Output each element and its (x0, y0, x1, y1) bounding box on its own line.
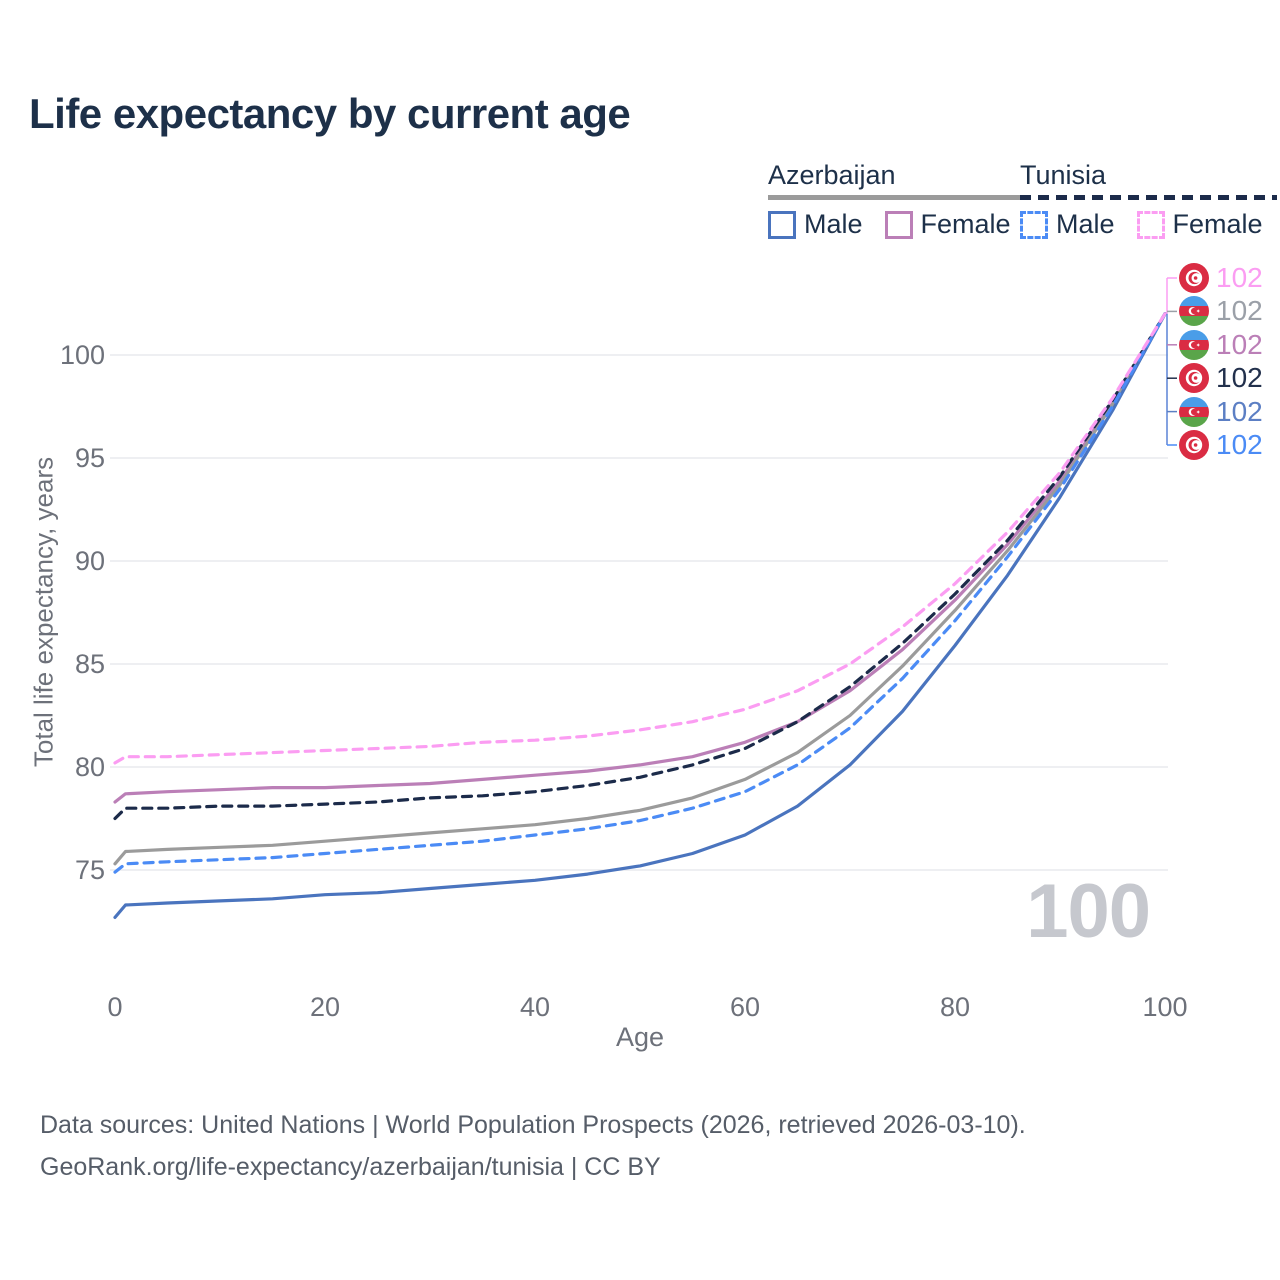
hover-age-watermark: 100 (1026, 869, 1151, 954)
tunisia-flag-icon (1179, 430, 1209, 460)
footer-attribution-link[interactable]: GeoRank.org/life-expectancy/azerbaijan/t… (40, 1153, 661, 1181)
series-line-tn_total[interactable] (113, 312, 1167, 821)
legend-label-tunisia-female[interactable]: Female (1172, 209, 1263, 239)
end-label-tn_male[interactable]: 102 (1179, 429, 1263, 461)
legend-swatch-tunisia-male[interactable] (1020, 210, 1048, 239)
tunisia-flag-icon (1179, 263, 1209, 293)
end-value-az_male: 102 (1216, 395, 1263, 427)
series-line-az_total[interactable] (113, 312, 1167, 866)
series-line-tn_male[interactable] (113, 312, 1167, 874)
legend-country-label-tunisia: Tunisia (1020, 160, 1107, 190)
end-value-tn_male: 102 (1216, 429, 1263, 460)
legend-label-azerbaijan-female[interactable]: Female (920, 209, 1011, 239)
azerbaijan-flag-icon (1179, 296, 1209, 327)
end-value-tn_total: 102 (1216, 362, 1263, 394)
x-tick-label-100: 100 (1142, 992, 1188, 1022)
end-label-az_female[interactable]: 102 (1179, 329, 1263, 361)
footer-data-sources: Data sources: United Nations | World Pop… (40, 1111, 1026, 1139)
y-tick-label-75: 75 (74, 855, 105, 885)
end-label-az_total[interactable]: 102 (1179, 295, 1263, 327)
y-tick-label-80: 80 (74, 752, 105, 782)
legend-swatch-azerbaijan-male[interactable] (768, 210, 796, 239)
end-label-az_male[interactable]: 102 (1179, 396, 1263, 428)
legend-label-azerbaijan-male[interactable]: Male (804, 209, 863, 239)
legend-label-tunisia-male[interactable]: Male (1056, 209, 1115, 239)
series-line-az_male[interactable] (113, 312, 1167, 920)
x-tick-label-80: 80 (939, 992, 971, 1022)
end-value-az_female: 102 (1216, 328, 1263, 360)
page-title: Life expectancy by current age (29, 90, 631, 137)
legend-group-tunisia: Tunisia Male Female (1020, 160, 1277, 240)
legend-header-azerbaijan[interactable]: Azerbaijan (768, 160, 1025, 200)
legend-group-azerbaijan: Azerbaijan Male Female (768, 160, 1025, 240)
y-axis-title: Total life expectancy, years (28, 456, 59, 768)
y-tick-label-100: 100 (59, 340, 105, 370)
legend-swatch-azerbaijan-female[interactable] (884, 210, 913, 239)
x-tick-label-0: 0 (107, 992, 123, 1022)
end-value-az_total: 102 (1216, 295, 1263, 327)
tunisia-line-style-sample (1020, 195, 1277, 200)
series-line-tn_female[interactable] (113, 312, 1167, 765)
end-value-tn_female: 102 (1216, 262, 1263, 293)
x-axis-title: Age (615, 1022, 665, 1052)
legend-swatch-tunisia-female[interactable] (1136, 210, 1165, 239)
legend-country-label-azerbaijan: Azerbaijan (768, 160, 896, 190)
y-tick-label-90: 90 (74, 546, 105, 576)
azerbaijan-flag-icon (1179, 396, 1209, 427)
tunisia-flag-icon (1179, 363, 1209, 394)
end-label-tn_female[interactable]: 102 (1179, 262, 1263, 294)
x-tick-label-60: 60 (729, 992, 761, 1022)
end-label-tn_total[interactable]: 102 (1179, 362, 1263, 394)
x-tick-label-40: 40 (519, 992, 551, 1022)
legend-header-tunisia[interactable]: Tunisia (1020, 160, 1277, 200)
series-line-az_female[interactable] (113, 312, 1167, 804)
azerbaijan-line-style-sample (768, 195, 1025, 200)
azerbaijan-flag-icon (1179, 329, 1209, 360)
x-tick-label-20: 20 (309, 992, 341, 1022)
y-tick-label-85: 85 (74, 649, 105, 679)
y-tick-label-95: 95 (74, 443, 105, 473)
footer: Data sources: United Nations | World Pop… (40, 1104, 1026, 1188)
